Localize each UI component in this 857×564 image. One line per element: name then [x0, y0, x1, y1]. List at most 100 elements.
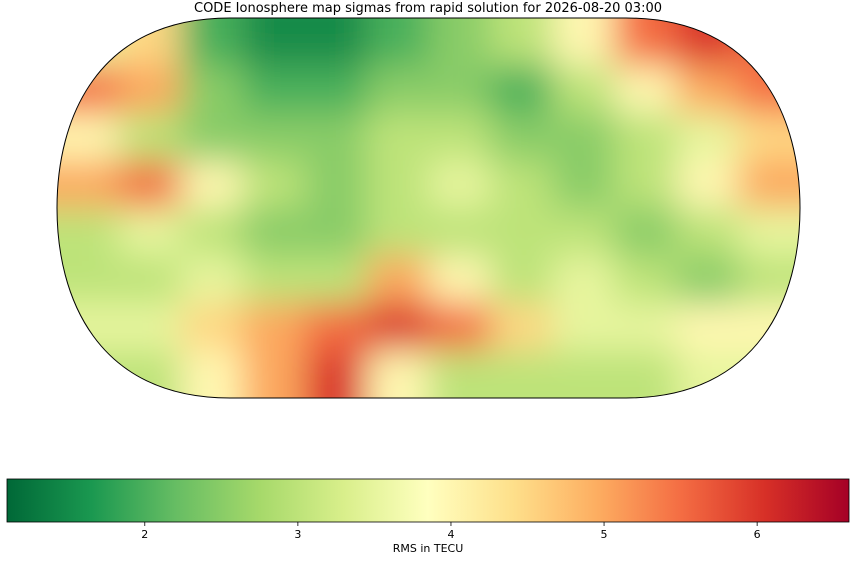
heat-cell [552, 255, 615, 304]
heat-cell [738, 160, 800, 209]
colorbar-label: RMS in TECU [393, 542, 464, 555]
heat-cell [614, 65, 677, 114]
heat-cell [180, 350, 244, 398]
heat-cell [552, 208, 615, 256]
heat-cell [552, 303, 615, 351]
heat-cell [552, 113, 615, 161]
heat-cell [304, 350, 368, 398]
heat-cell [614, 208, 677, 256]
heat-cell [490, 65, 553, 114]
heat-cell [242, 18, 306, 66]
heat-cell [428, 208, 491, 256]
heat-cell [242, 255, 306, 304]
heat-cell [57, 255, 120, 304]
heat-cell [304, 113, 368, 161]
heat-cell [242, 113, 306, 161]
heat-cell [614, 350, 677, 398]
heat-cell [366, 160, 429, 209]
heat-cell [738, 303, 800, 351]
heat-cell [676, 160, 739, 209]
heat-cell [118, 350, 182, 398]
heat-cell [676, 208, 739, 256]
heat-cell [366, 113, 429, 161]
heat-cell [118, 113, 182, 161]
heat-cell [242, 350, 306, 398]
colorbar [6, 478, 850, 523]
heat-cell [428, 65, 491, 114]
heat-cell [180, 208, 244, 256]
heat-cell [490, 350, 553, 398]
heat-cell [552, 350, 615, 398]
colorbar-tick-label: 5 [601, 528, 608, 541]
heat-cell [180, 160, 244, 209]
heat-cell [676, 65, 739, 114]
chart-title: CODE Ionosphere map sigmas from rapid so… [194, 1, 662, 16]
heat-cell [57, 18, 120, 66]
heat-cell [676, 303, 739, 351]
heat-cell [180, 303, 244, 351]
heat-cell [304, 303, 368, 351]
heat-cell [676, 18, 739, 66]
heat-cell [490, 303, 553, 351]
heat-cell [242, 160, 306, 209]
heat-cell [180, 255, 244, 304]
heat-cell [428, 18, 491, 66]
heat-cell [180, 65, 244, 114]
colorbar-tick-label: 2 [141, 528, 148, 541]
heat-cell [676, 350, 739, 398]
map-border [56, 17, 801, 399]
heat-cell [428, 350, 491, 398]
colorbar-tick-label: 4 [447, 528, 454, 541]
heat-cell [366, 208, 429, 256]
heat-cell [57, 208, 120, 256]
heat-cell [57, 113, 120, 161]
heat-cell [242, 208, 306, 256]
heat-cell [57, 350, 120, 398]
heat-cell [304, 208, 368, 256]
colorbar-tick-label: 3 [294, 528, 301, 541]
heat-cell [490, 113, 553, 161]
heat-cell [304, 65, 368, 114]
heat-cell [738, 113, 800, 161]
heat-cell [428, 160, 491, 209]
heat-cell [304, 160, 368, 209]
heat-cell [490, 18, 553, 66]
heat-cell [614, 160, 677, 209]
heat-cell [552, 160, 615, 209]
heat-cell [366, 350, 429, 398]
heat-cell [676, 113, 739, 161]
heat-cell [118, 160, 182, 209]
heat-cell [118, 208, 182, 256]
heat-cell [304, 255, 368, 304]
heat-cell [428, 255, 491, 304]
heat-cell [366, 255, 429, 304]
heat-cell [242, 65, 306, 114]
heat-cell [490, 160, 553, 209]
colorbar-tick-label: 6 [754, 528, 761, 541]
heat-cell [304, 18, 368, 66]
heat-cell [490, 255, 553, 304]
heat-cell [738, 255, 800, 304]
heat-cell [57, 160, 120, 209]
heat-cell [366, 65, 429, 114]
heat-cell [428, 113, 491, 161]
heat-cell [118, 65, 182, 114]
heat-cell [552, 65, 615, 114]
heat-cell [676, 255, 739, 304]
heat-cell [552, 18, 615, 66]
heat-cell [738, 350, 800, 398]
heat-cell [57, 65, 120, 114]
heat-cell [614, 303, 677, 351]
heat-cell [57, 303, 120, 351]
heat-cell [738, 18, 800, 66]
heat-cell [614, 255, 677, 304]
heat-cell [490, 208, 553, 256]
heat-cell [118, 303, 182, 351]
heat-cell [118, 255, 182, 304]
heat-cell [738, 65, 800, 114]
heat-cell [366, 303, 429, 351]
heat-cell [366, 18, 429, 66]
heat-cell [180, 113, 244, 161]
heat-cell [614, 18, 677, 66]
